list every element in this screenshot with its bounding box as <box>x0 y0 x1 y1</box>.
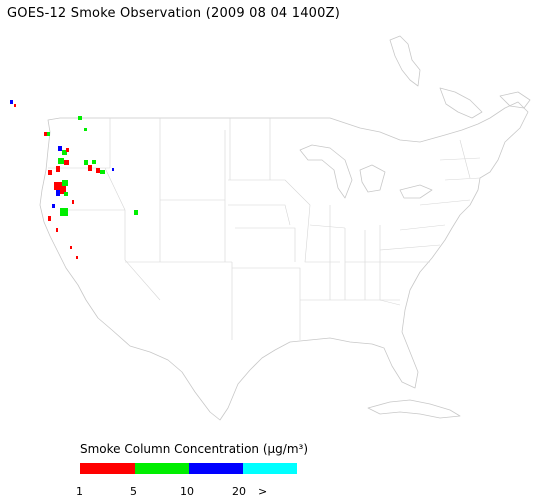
legend-bin-10-20 <box>189 463 243 474</box>
smoke-pixel <box>52 204 55 208</box>
smoke-pixel <box>62 180 68 186</box>
legend-tick-5: 5 <box>130 485 137 498</box>
legend-title: Smoke Column Concentration (µg/m³) <box>80 442 308 456</box>
smoke-pixel <box>84 128 87 131</box>
coastline-and-borders <box>39 35 531 421</box>
smoke-pixel <box>48 170 52 175</box>
state-line <box>269 118 346 263</box>
smoke-pixel <box>60 208 68 216</box>
state-line <box>125 118 232 263</box>
legend-tick-1: 1 <box>76 485 83 498</box>
smoke-pixel <box>14 104 16 107</box>
legend-bin-5-10 <box>135 463 189 474</box>
smoke-pixel <box>44 132 47 136</box>
smoke-pixel <box>62 150 67 155</box>
country-outline <box>39 101 529 421</box>
smoke-pixels <box>10 100 138 259</box>
smoke-pixel <box>56 166 60 172</box>
us-outline-map <box>10 35 531 421</box>
smoke-pixel <box>134 210 138 215</box>
smoke-pixel <box>66 148 69 152</box>
legend-bin-20-plus <box>243 463 297 474</box>
smoke-pixel <box>88 165 92 171</box>
state-line <box>48 118 161 301</box>
smoke-pixel <box>58 158 64 164</box>
state-line <box>439 139 481 181</box>
smoke-pixel <box>96 168 100 173</box>
state-line <box>228 118 296 262</box>
florida-keys-and-cuba <box>367 399 461 419</box>
smoke-pixel <box>10 100 13 104</box>
legend-tick-20: 20 <box>232 485 246 498</box>
legend-bin-1-5 <box>80 463 135 474</box>
smoke-pixel <box>112 168 114 171</box>
smoke-pixel <box>56 228 58 232</box>
smoke-pixel <box>58 146 62 151</box>
state-line <box>231 262 400 340</box>
state-line <box>329 205 401 306</box>
smoke-pixel <box>78 116 82 120</box>
legend-tick-greater: > <box>258 485 268 498</box>
smoke-pixel <box>72 200 74 204</box>
smoke-pixel <box>64 192 68 196</box>
smoke-pixel <box>56 190 60 196</box>
smoke-pixel <box>84 160 88 165</box>
smoke-pixel <box>47 132 50 136</box>
smoke-pixel <box>100 170 105 174</box>
smoke-pixel <box>54 182 62 190</box>
smoke-pixel <box>70 246 72 249</box>
legend-tick-10: 10 <box>180 485 194 498</box>
canada-region <box>389 35 531 119</box>
smoke-pixel <box>60 186 66 194</box>
smoke-pixel <box>48 216 51 221</box>
state-line <box>345 199 471 263</box>
smoke-pixel <box>76 256 78 259</box>
smoke-pixel <box>64 160 69 165</box>
smoke-pixel <box>92 160 96 164</box>
state-boundaries <box>48 118 481 340</box>
map-title: GOES-12 Smoke Observation (2009 08 04 14… <box>7 6 340 21</box>
great-lakes <box>299 144 433 199</box>
